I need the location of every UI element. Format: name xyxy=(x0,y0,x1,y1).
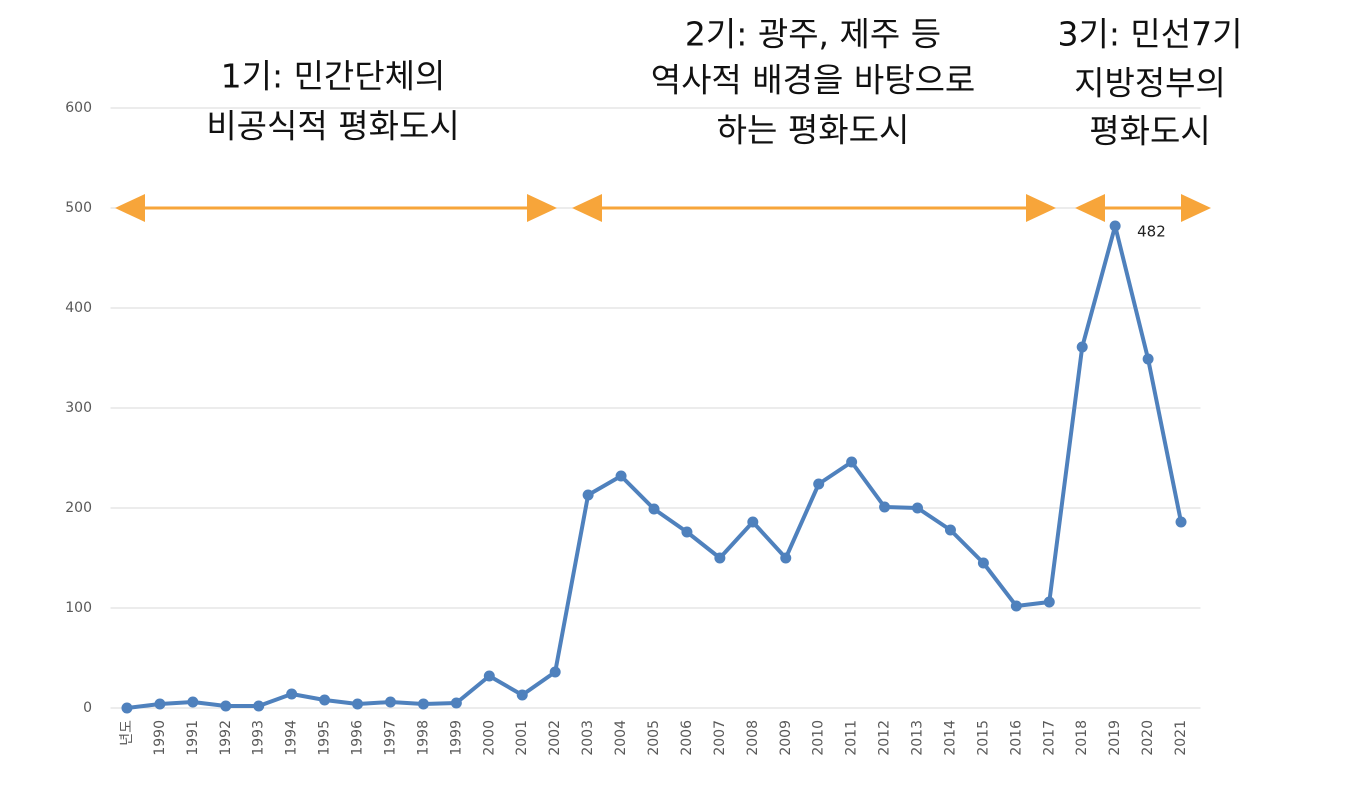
x-tick-label: 1990 xyxy=(152,720,168,756)
data-point xyxy=(417,698,429,710)
x-tick-label: 2012 xyxy=(877,720,893,756)
x-tick-label: 2008 xyxy=(745,720,761,756)
x-tick-label: 2010 xyxy=(811,720,827,756)
annotation: 역사적 배경을 바탕으로 xyxy=(651,61,976,100)
x-tick-label: 2019 xyxy=(1107,720,1123,756)
arrow-head xyxy=(527,194,557,222)
x-tick-label: 1991 xyxy=(185,720,201,756)
data-point xyxy=(384,696,396,708)
annotation: 지방정부의 xyxy=(1074,64,1226,103)
data-point xyxy=(286,688,298,700)
x-tick-label: 1998 xyxy=(415,720,431,756)
x-tick-label: 2003 xyxy=(580,720,596,756)
data-point xyxy=(747,516,759,528)
data-point xyxy=(813,478,825,490)
x-tick-label: 1995 xyxy=(317,720,333,756)
x-tick-label: 2020 xyxy=(1140,720,1156,756)
x-tick-label: 1993 xyxy=(251,720,267,756)
data-point xyxy=(846,456,858,468)
x-tick-label: 2005 xyxy=(646,720,662,756)
x-tick-label: 2017 xyxy=(1041,720,1057,756)
data-point xyxy=(1175,516,1187,528)
arrow-head xyxy=(1075,194,1105,222)
data-point xyxy=(319,694,331,706)
data-point xyxy=(450,697,462,709)
arrow-head xyxy=(572,194,602,222)
data-point xyxy=(154,698,166,710)
x-tick-label: 2011 xyxy=(844,720,860,756)
data-point xyxy=(253,700,265,712)
y-tick-label: 200 xyxy=(65,500,92,516)
data-point xyxy=(516,689,528,701)
data-point xyxy=(187,696,199,708)
annotation: 하는 평화도시 xyxy=(717,111,910,150)
data-point xyxy=(615,470,627,482)
x-tick-label: 2007 xyxy=(712,720,728,756)
arrow-head xyxy=(115,194,145,222)
data-line xyxy=(126,224,1183,710)
annotation: 1기: 민간단체의 xyxy=(221,57,446,96)
data-point xyxy=(483,670,495,682)
data-point xyxy=(780,552,792,564)
data-point xyxy=(1109,220,1121,232)
y-tick-label: 300 xyxy=(65,400,92,416)
x-tick-label: 2002 xyxy=(547,720,563,756)
data-point xyxy=(549,666,561,678)
x-tick-label: 2021 xyxy=(1173,720,1189,756)
x-tick-label: 년도 xyxy=(119,720,135,746)
x-tick-label: 2016 xyxy=(1008,720,1024,756)
arrow-head xyxy=(1181,194,1211,222)
y-tick-label: 100 xyxy=(65,600,92,616)
data-point xyxy=(879,501,891,513)
data-label: 482 xyxy=(1137,223,1166,241)
data-point xyxy=(714,552,726,564)
x-tick-label: 2006 xyxy=(679,720,695,756)
x-tick-label: 1999 xyxy=(448,720,464,756)
annotation: 3기: 민선7기 xyxy=(1057,15,1242,54)
period-arrows xyxy=(115,194,1211,222)
x-tick-label: 2000 xyxy=(481,720,497,756)
y-tick-label: 400 xyxy=(65,300,92,316)
x-tick-label: 1996 xyxy=(350,720,366,756)
annotation: 평화도시 xyxy=(1089,112,1210,151)
data-point xyxy=(121,702,133,714)
y-tick-label: 600 xyxy=(65,100,92,116)
grid xyxy=(110,107,1201,709)
x-tick-label: 2004 xyxy=(613,720,629,756)
arrow-head xyxy=(1026,194,1056,222)
annotation: 2기: 광주, 제주 등 xyxy=(685,15,941,54)
x-tick-label: 1997 xyxy=(382,720,398,756)
data-point xyxy=(582,489,594,501)
x-tick-label: 1992 xyxy=(218,720,234,756)
x-tick-label: 2015 xyxy=(975,720,991,756)
x-tick-label: 2009 xyxy=(778,720,794,756)
data-point xyxy=(1142,353,1154,365)
annotation: 비공식적 평화도시 xyxy=(206,107,459,146)
y-tick-label: 0 xyxy=(83,700,92,716)
data-point xyxy=(1010,600,1022,612)
x-tick-label: 1994 xyxy=(284,720,300,756)
x-tick-label: 2013 xyxy=(910,720,926,756)
data-point xyxy=(220,700,232,712)
x-tick-label: 2014 xyxy=(942,720,958,756)
y-tick-label: 500 xyxy=(65,200,92,216)
x-tick-label: 2018 xyxy=(1074,720,1090,756)
data-point xyxy=(681,526,693,538)
data-point xyxy=(352,698,364,710)
x-tick-label: 2001 xyxy=(514,720,530,756)
data-point xyxy=(1043,596,1055,608)
data-point xyxy=(944,524,956,536)
data-point xyxy=(977,557,989,569)
data-point xyxy=(912,502,924,514)
data-point xyxy=(648,503,660,515)
data-point xyxy=(1076,341,1088,353)
